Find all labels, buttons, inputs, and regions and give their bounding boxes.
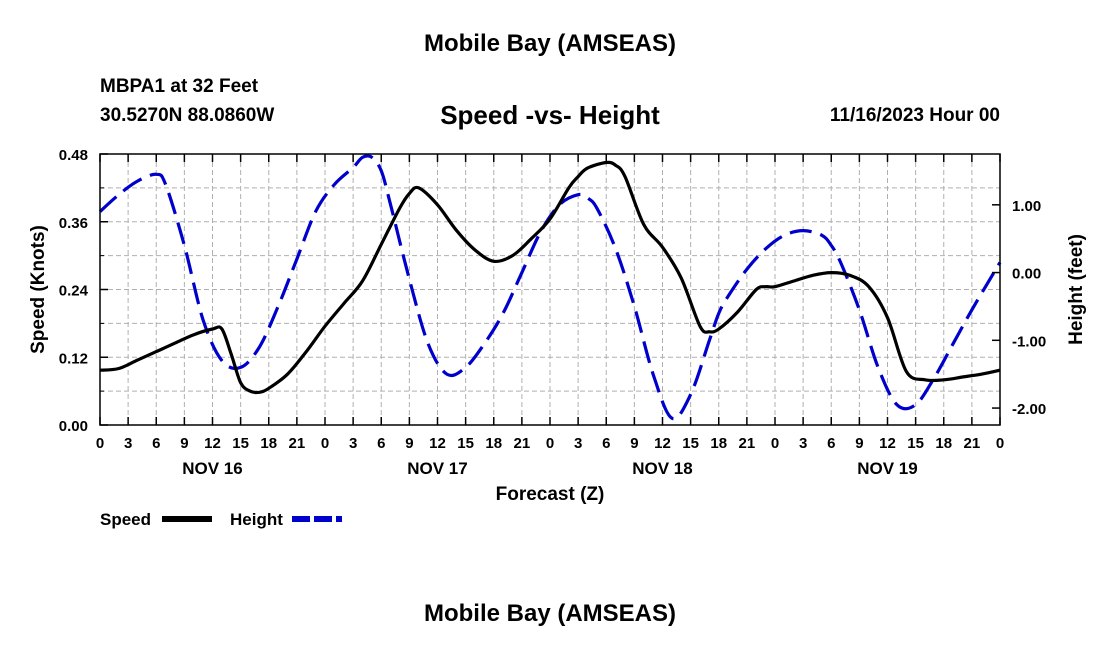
- y-tick-label: 0.48: [59, 147, 88, 164]
- grid: [100, 154, 1000, 425]
- y-tick-label: 0.12: [59, 350, 88, 367]
- x-tick-label: 15: [682, 435, 699, 452]
- x-tick-label: 0: [771, 435, 779, 452]
- day-label: NOV 17: [407, 459, 467, 478]
- day-label: NOV 18: [632, 459, 692, 478]
- x-tick-label: 18: [485, 435, 502, 452]
- x-tick-label: 21: [289, 435, 306, 452]
- right-y-tick-label: -1.00: [1012, 333, 1046, 350]
- x-tick-label: 3: [124, 435, 132, 452]
- chart-title: Mobile Bay (AMSEAS): [423, 30, 677, 57]
- run-time-label: 11/16/2023 Hour 00: [829, 105, 1000, 126]
- legend-label-speed: Speed: [100, 510, 151, 529]
- x-tick-label: 15: [232, 435, 249, 452]
- x-tick-label: 12: [654, 435, 671, 452]
- y-tick-label: 0.24: [59, 283, 89, 300]
- x-tick-label: 15: [907, 435, 924, 452]
- right-axis: -2.00 -1.00 0.00 1.00: [992, 198, 1046, 418]
- y-tick-label: 0.00: [59, 418, 88, 435]
- x-axis-label: Forecast (Z): [496, 484, 605, 505]
- y-tick-label: 0.36: [59, 215, 88, 232]
- right-y-tick-label: 1.00: [1012, 198, 1041, 215]
- x-tick-label: 0: [546, 435, 554, 452]
- left-axis: 0.00 0.12 0.24 0.36 0.48: [59, 147, 108, 435]
- right-y-axis-label: Height (feet): [1066, 234, 1087, 345]
- x-tick-label: 15: [457, 435, 474, 452]
- right-y-tick-label: -2.00: [1012, 401, 1046, 418]
- day-label: NOV 16: [182, 459, 242, 478]
- speed-line: [99, 160, 1001, 395]
- x-tick-label: 3: [574, 435, 582, 452]
- x-tick-label: 6: [827, 435, 835, 452]
- x-tick-label: 12: [429, 435, 446, 452]
- bottom-axis: 0 3 6 9 12 15 18 21 0 3 6 9 12 15 18 21 0 3 6 9 12 15 18 21 0 3 6 9…: [96, 154, 1004, 478]
- x-tick-label: 0: [996, 435, 1004, 452]
- x-tick-label: 3: [349, 435, 357, 452]
- y-axis-label: Speed (Knots): [28, 225, 49, 354]
- right-y-tick-label: 0.00: [1012, 266, 1041, 283]
- x-tick-label: 6: [152, 435, 160, 452]
- x-tick-label: 0: [96, 435, 104, 452]
- x-tick-label: 9: [405, 435, 413, 452]
- x-tick-label: 12: [204, 435, 221, 452]
- x-tick-label: 0: [321, 435, 329, 452]
- coordinates-label: 30.5270N 88.0860W: [100, 105, 275, 126]
- x-tick-label: 18: [710, 435, 727, 452]
- legend-label-height: Height: [230, 510, 283, 529]
- speed-series-group: [99, 160, 1001, 395]
- x-tick-label: 21: [964, 435, 981, 452]
- x-tick-label: 6: [377, 435, 385, 452]
- station-label: MBPA1 at 32 Feet: [100, 76, 259, 97]
- x-tick-label: 12: [879, 435, 896, 452]
- legend: Speed Height: [100, 510, 342, 529]
- x-tick-label: 21: [514, 435, 531, 452]
- day-label: NOV 19: [857, 459, 917, 478]
- x-tick-label: 21: [739, 435, 756, 452]
- x-tick-label: 18: [260, 435, 277, 452]
- x-tick-label: 18: [935, 435, 952, 452]
- x-tick-label: 9: [630, 435, 638, 452]
- x-tick-label: 9: [855, 435, 863, 452]
- x-tick-label: 6: [602, 435, 610, 452]
- footer-title: Mobile Bay (AMSEAS): [423, 600, 677, 627]
- chart-subtitle: Speed -vs- Height: [440, 100, 660, 130]
- x-tick-label: 9: [180, 435, 188, 452]
- x-tick-label: 3: [799, 435, 807, 452]
